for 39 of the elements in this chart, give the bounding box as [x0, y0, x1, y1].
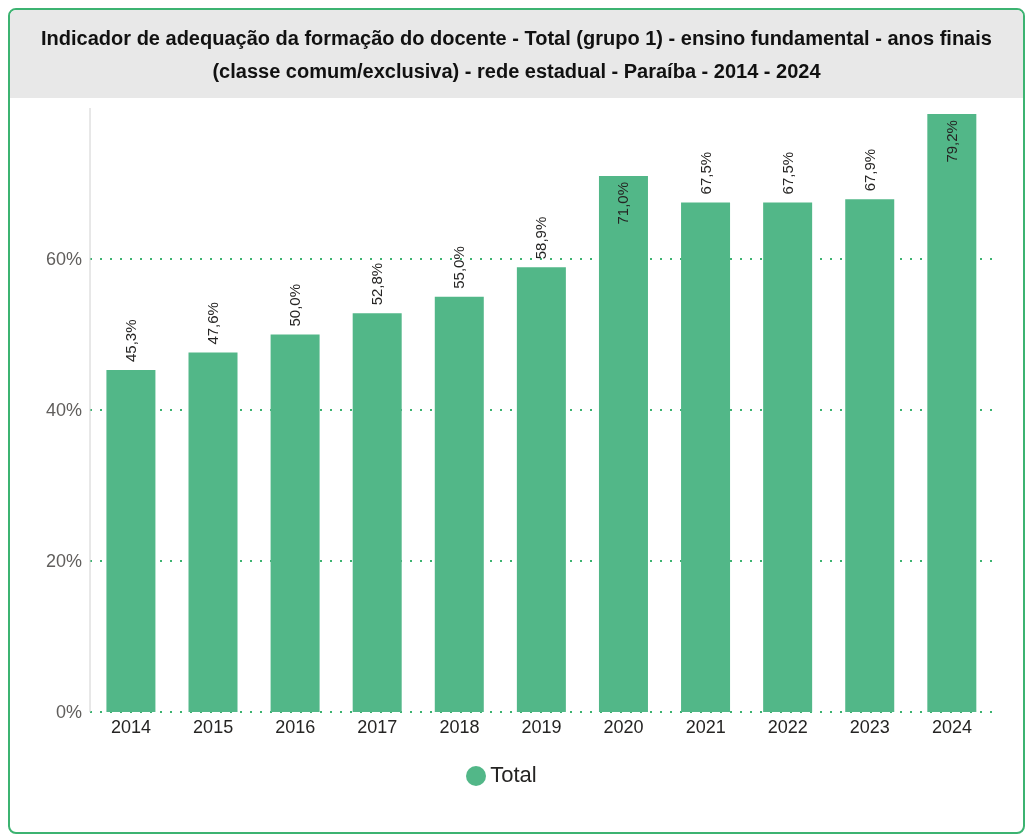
- data-label: 67,5%: [778, 151, 796, 195]
- x-tick-label: 2022: [767, 716, 808, 737]
- x-tick-label: 2015: [193, 716, 234, 737]
- x-tick-label: 2016: [275, 716, 316, 737]
- bar: [106, 369, 156, 712]
- data-label: 50,0%: [286, 283, 304, 327]
- bar: [763, 202, 813, 712]
- bar: [927, 114, 977, 712]
- bar: [270, 334, 320, 712]
- bar: [188, 352, 238, 712]
- data-label: 67,5%: [696, 151, 714, 195]
- data-label: 67,9%: [860, 148, 878, 192]
- x-tick-label: 2019: [521, 716, 562, 737]
- x-tick-label: 2021: [685, 716, 726, 737]
- bar: [352, 313, 402, 712]
- bar: [681, 202, 731, 712]
- data-label: 71,0%: [614, 181, 632, 225]
- bar: [598, 175, 648, 712]
- x-tick-label: 2020: [603, 716, 644, 737]
- x-tick-label: 2024: [931, 716, 972, 737]
- data-label: 52,8%: [368, 262, 386, 306]
- data-label: 45,3%: [121, 319, 139, 362]
- x-tick-label: 2017: [357, 716, 398, 737]
- y-tick-label: 0%: [55, 702, 82, 723]
- bar: [434, 296, 484, 712]
- y-tick-label: 60%: [45, 249, 82, 270]
- bar: [845, 199, 895, 712]
- y-tick-label: 40%: [45, 400, 82, 421]
- data-label: 47,6%: [204, 302, 222, 345]
- x-tick-label: 2023: [849, 716, 890, 737]
- chart-title: Indicador de adequação da formação do docente - Total (grupo 1) - ensino fundamental - anos finais (classe comum/exclusiva) - rede estadual - Paraíba - 2014 - 2024: [10, 10, 1023, 98]
- x-tick-label: 2014: [111, 716, 152, 737]
- bar: [516, 267, 566, 712]
- x-tick-label: 2018: [439, 716, 480, 737]
- data-label: 79,2%: [942, 120, 960, 163]
- data-label: 55,0%: [450, 246, 468, 289]
- y-tick-label: 20%: [45, 551, 82, 572]
- data-label: 58,9%: [532, 216, 550, 260]
- legend-label: Total: [490, 762, 537, 787]
